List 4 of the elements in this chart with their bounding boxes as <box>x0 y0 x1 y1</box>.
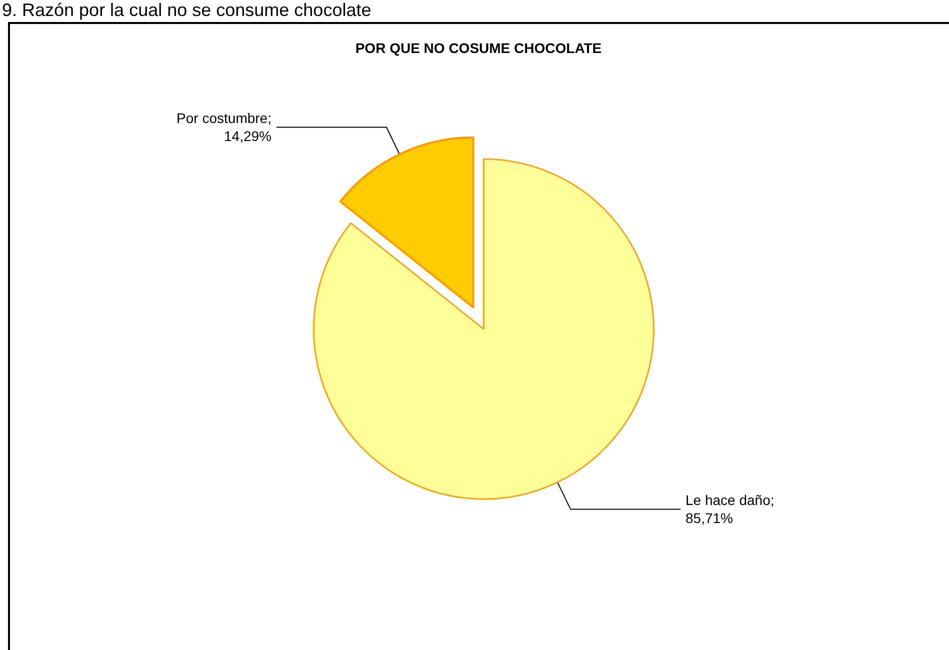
chart-title: POR QUE NO COSUME CHOCOLATE <box>355 40 602 56</box>
slice-label: Por costumbre; 14,29% <box>176 110 272 144</box>
text: 9. Razón por la cual no se consume chocolate <box>2 0 372 20</box>
slice-label: Le hace daño; 85,71% <box>686 492 774 526</box>
